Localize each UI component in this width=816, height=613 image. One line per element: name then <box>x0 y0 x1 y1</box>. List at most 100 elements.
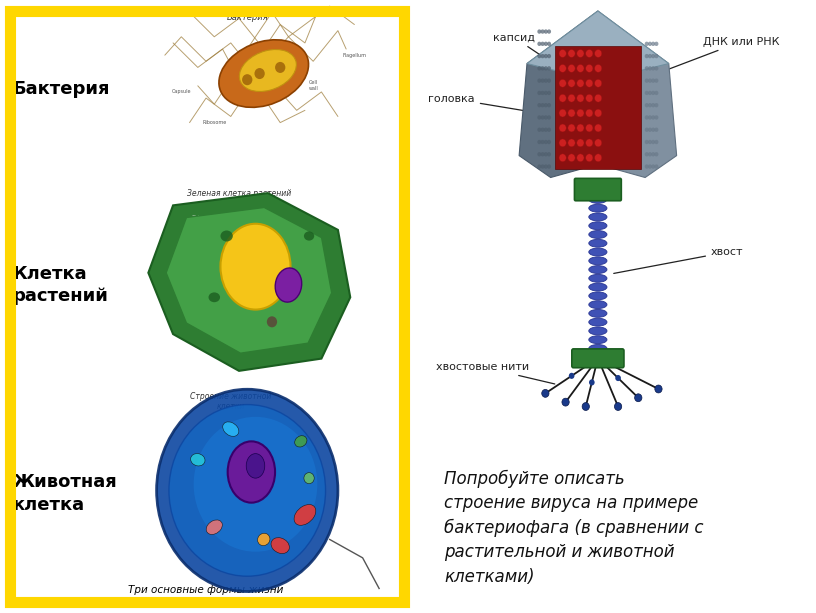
Circle shape <box>648 103 652 107</box>
Circle shape <box>543 78 548 83</box>
Circle shape <box>645 42 649 46</box>
Circle shape <box>654 128 659 132</box>
Ellipse shape <box>589 283 607 291</box>
Circle shape <box>568 154 575 162</box>
Circle shape <box>540 54 544 58</box>
Circle shape <box>543 103 548 107</box>
Circle shape <box>654 54 659 58</box>
Circle shape <box>577 124 584 132</box>
Circle shape <box>537 66 541 70</box>
Circle shape <box>651 164 655 169</box>
Circle shape <box>645 66 649 70</box>
Circle shape <box>654 42 659 46</box>
Ellipse shape <box>304 231 314 240</box>
Circle shape <box>654 152 659 156</box>
Circle shape <box>635 394 642 402</box>
Ellipse shape <box>304 473 314 484</box>
Ellipse shape <box>219 40 308 107</box>
Text: Клетка
растений: Клетка растений <box>12 265 109 305</box>
Circle shape <box>577 109 584 117</box>
Circle shape <box>645 54 649 58</box>
Circle shape <box>651 152 655 156</box>
Circle shape <box>559 124 566 132</box>
Polygon shape <box>166 207 332 353</box>
Circle shape <box>648 78 652 83</box>
Circle shape <box>648 164 652 169</box>
Circle shape <box>537 140 541 144</box>
Circle shape <box>547 66 551 70</box>
Ellipse shape <box>255 68 264 79</box>
Circle shape <box>595 94 602 102</box>
Circle shape <box>559 50 566 58</box>
Circle shape <box>648 91 652 95</box>
Circle shape <box>537 78 541 83</box>
Circle shape <box>577 94 584 102</box>
Circle shape <box>645 78 649 83</box>
Polygon shape <box>149 193 350 371</box>
Text: Строение животной
клетки: Строение животной клетки <box>190 392 272 411</box>
Text: Chloroplast: Chloroplast <box>192 215 220 220</box>
Circle shape <box>537 42 541 46</box>
Circle shape <box>540 91 544 95</box>
Ellipse shape <box>191 454 205 466</box>
FancyBboxPatch shape <box>574 178 621 200</box>
Circle shape <box>595 79 602 87</box>
Circle shape <box>648 54 652 58</box>
Circle shape <box>559 109 566 117</box>
Circle shape <box>648 140 652 144</box>
Ellipse shape <box>169 405 326 576</box>
Ellipse shape <box>246 454 264 478</box>
Circle shape <box>651 103 655 107</box>
Circle shape <box>586 124 593 132</box>
Circle shape <box>559 139 566 147</box>
Text: Бактерия: Бактерия <box>226 13 268 21</box>
Text: ДНК или РНК: ДНК или РНК <box>640 37 779 80</box>
Ellipse shape <box>589 265 607 273</box>
Ellipse shape <box>589 327 607 335</box>
Circle shape <box>540 42 544 46</box>
Circle shape <box>651 54 655 58</box>
Circle shape <box>543 164 548 169</box>
Text: Зеленая клетка растений: Зеленая клетка растений <box>187 189 291 197</box>
Circle shape <box>543 42 548 46</box>
Circle shape <box>595 109 602 117</box>
Circle shape <box>586 109 593 117</box>
Circle shape <box>645 128 649 132</box>
Circle shape <box>651 42 655 46</box>
Circle shape <box>547 91 551 95</box>
Circle shape <box>537 128 541 132</box>
Ellipse shape <box>206 520 222 535</box>
Circle shape <box>651 78 655 83</box>
Text: Ribosome: Ribosome <box>202 120 226 125</box>
Circle shape <box>582 403 589 411</box>
Ellipse shape <box>220 224 290 310</box>
Circle shape <box>568 64 575 72</box>
Ellipse shape <box>271 538 290 554</box>
Ellipse shape <box>589 318 607 326</box>
Circle shape <box>586 154 593 162</box>
Circle shape <box>568 79 575 87</box>
Text: хвост: хвост <box>614 247 743 273</box>
Circle shape <box>645 115 649 120</box>
Ellipse shape <box>242 74 252 85</box>
Ellipse shape <box>589 345 607 352</box>
Circle shape <box>654 385 662 393</box>
Ellipse shape <box>589 292 607 300</box>
Circle shape <box>540 115 544 120</box>
Circle shape <box>648 152 652 156</box>
Circle shape <box>586 79 593 87</box>
Circle shape <box>645 164 649 169</box>
Ellipse shape <box>258 533 270 546</box>
Circle shape <box>654 78 659 83</box>
Circle shape <box>543 91 548 95</box>
Circle shape <box>543 128 548 132</box>
Text: хвостовые нити: хвостовые нити <box>437 362 555 384</box>
Text: Flagellum: Flagellum <box>343 53 366 58</box>
Ellipse shape <box>239 50 296 91</box>
Circle shape <box>547 42 551 46</box>
Circle shape <box>537 54 541 58</box>
Circle shape <box>654 140 659 144</box>
Circle shape <box>540 103 544 107</box>
Circle shape <box>586 50 593 58</box>
Circle shape <box>595 64 602 72</box>
